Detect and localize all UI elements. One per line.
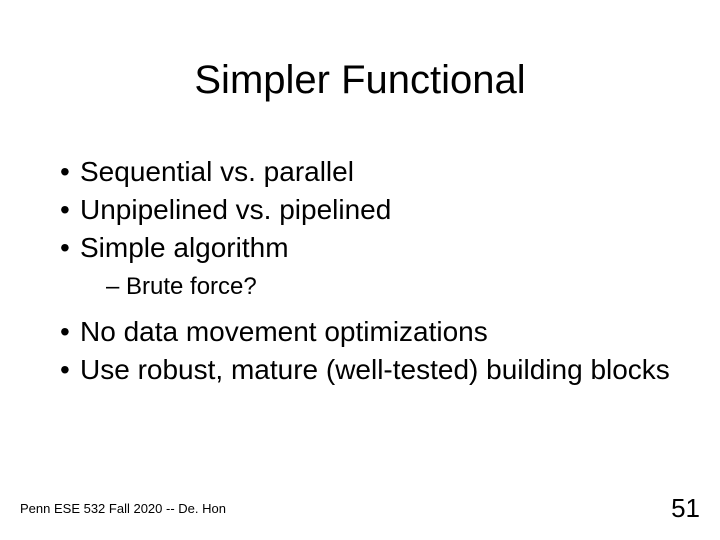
bullet-item: No data movement optimizations: [54, 315, 680, 349]
footer-text: Penn ESE 532 Fall 2020 -- De. Hon: [20, 501, 226, 516]
slide: Simpler Functional Sequential vs. parall…: [0, 0, 720, 540]
page-number: 51: [671, 493, 700, 524]
bullet-item: Simple algorithm: [54, 231, 680, 265]
bullet-item: Sequential vs. parallel: [54, 155, 680, 189]
bullet-item: Use robust, mature (well-tested) buildin…: [54, 353, 680, 387]
bullet-item: Unpipelined vs. pipelined: [54, 193, 680, 227]
bullet-sub-item: Brute force?: [54, 271, 680, 302]
slide-content: Sequential vs. parallel Unpipelined vs. …: [0, 113, 720, 387]
slide-title: Simpler Functional: [0, 0, 720, 113]
